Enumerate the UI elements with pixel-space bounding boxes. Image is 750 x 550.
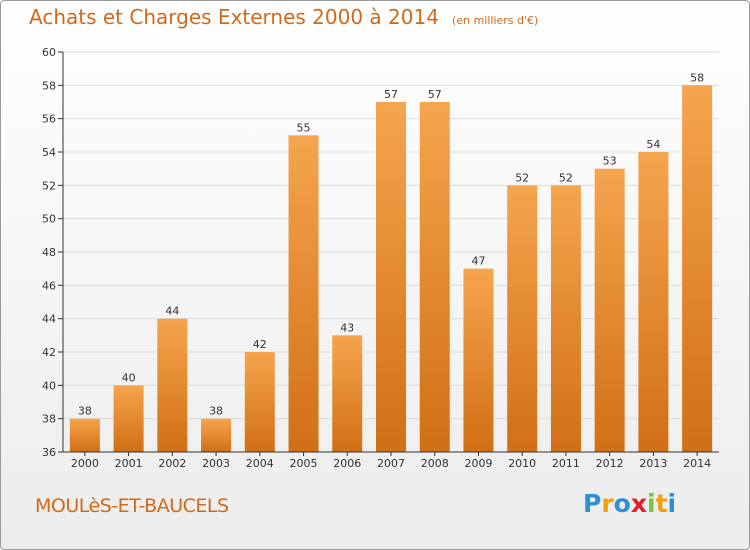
y-tick-label: 46 <box>42 279 56 292</box>
bar <box>507 185 538 453</box>
bar <box>550 185 581 453</box>
bars <box>69 85 713 453</box>
data-label: 47 <box>471 255 485 268</box>
data-label: 52 <box>515 171 529 184</box>
y-tick-label: 50 <box>42 213 56 226</box>
y-tick-label: 60 <box>42 46 56 59</box>
x-tick-label: 2008 <box>421 457 449 470</box>
proxiti-logo: Proxiti <box>583 489 676 518</box>
location-name: MOULèS-ET-BAUCELS <box>35 495 229 517</box>
bar <box>201 418 232 452</box>
x-tick-label: 2000 <box>71 457 99 470</box>
x-tick-label: 2007 <box>377 457 405 470</box>
data-label: 38 <box>78 405 92 418</box>
logo-letter: o <box>613 489 631 518</box>
y-tick-label: 40 <box>42 379 56 392</box>
data-label: 44 <box>165 305 179 318</box>
y-tick-label: 58 <box>42 79 56 92</box>
x-tick-label: 2009 <box>464 457 492 470</box>
data-label: 57 <box>384 88 398 101</box>
x-tick-label: 2010 <box>508 457 536 470</box>
bar <box>113 385 144 452</box>
data-label: 53 <box>603 155 617 168</box>
x-tick-label: 2001 <box>115 457 143 470</box>
bar <box>376 102 406 452</box>
bar <box>69 418 100 452</box>
x-tick-label: 2004 <box>246 457 274 470</box>
bar <box>244 352 275 452</box>
y-tick-label: 44 <box>42 313 56 326</box>
x-tick-label: 2013 <box>639 457 667 470</box>
bar <box>594 168 625 452</box>
data-label: 40 <box>122 371 136 384</box>
y-tick-label: 42 <box>42 346 56 359</box>
chart-unit: (en milliers d'€) <box>452 14 539 27</box>
data-label: 38 <box>209 405 223 418</box>
x-tick-label: 2014 <box>683 457 711 470</box>
x-tick-label: 2011 <box>552 457 580 470</box>
bar <box>288 135 319 453</box>
y-tick-label: 36 <box>42 446 56 459</box>
bar <box>682 85 713 452</box>
x-tick-label: 2003 <box>202 457 230 470</box>
axes: 36 38 40 42 44 46 48 50 52 54 56 58 60 2000 2001 2002 20… <box>42 46 719 470</box>
data-label: 58 <box>690 71 704 84</box>
data-label: 42 <box>253 338 267 351</box>
bar <box>332 335 363 452</box>
data-labels: 38 40 44 38 42 55 43 57 57 47 52 52 53 54 58 <box>78 71 704 417</box>
logo-letter: P <box>583 489 602 518</box>
logo-letter: t <box>655 489 668 518</box>
x-tick-label: 2012 <box>596 457 624 470</box>
logo-letter: i <box>667 489 677 518</box>
y-tick-label: 48 <box>42 246 56 259</box>
data-label: 57 <box>428 88 442 101</box>
x-tick-label: 2006 <box>333 457 361 470</box>
x-tick-label: 2002 <box>158 457 186 470</box>
bar <box>157 318 188 452</box>
logo-letter: x <box>630 489 647 518</box>
bar <box>638 152 669 452</box>
chart-title: Achats et Charges Externes 2000 à 2014 <box>29 5 439 29</box>
bar <box>419 102 450 452</box>
logo-letter: r <box>601 489 614 518</box>
data-label: 52 <box>559 171 573 184</box>
y-tick-label: 38 <box>42 413 56 426</box>
y-tick-label: 54 <box>42 146 56 159</box>
y-tick-label: 52 <box>42 179 56 192</box>
data-label: 55 <box>297 121 311 134</box>
chart-title-block: Achats et Charges Externes 2000 à 2014 (… <box>29 5 538 29</box>
data-label: 54 <box>646 138 660 151</box>
logo-letter: i <box>647 489 656 518</box>
data-label: 43 <box>340 321 354 334</box>
bar <box>463 268 494 452</box>
x-tick-label: 2005 <box>290 457 318 470</box>
y-tick-label: 56 <box>42 113 56 126</box>
